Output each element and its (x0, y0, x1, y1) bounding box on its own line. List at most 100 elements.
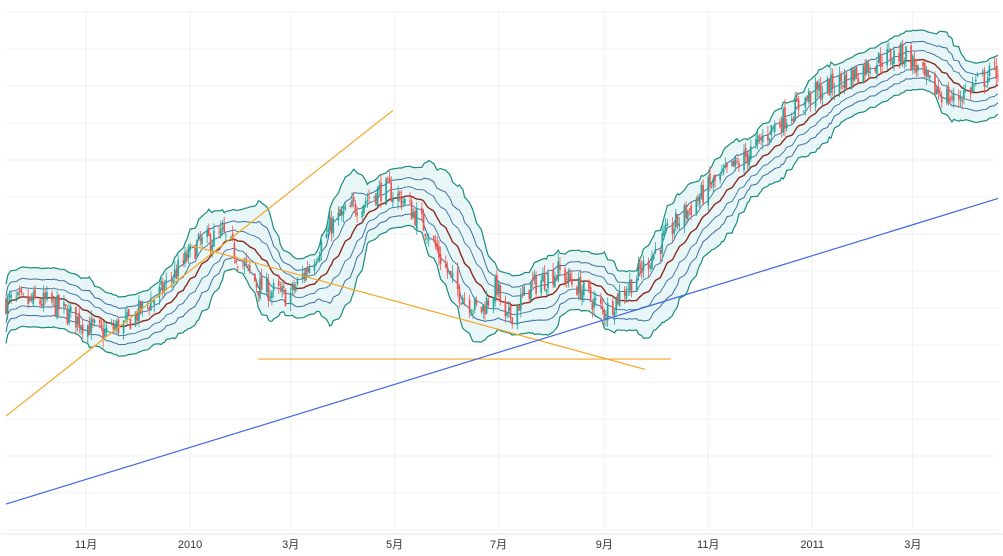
candle-body (521, 292, 524, 295)
candle-body (864, 63, 866, 76)
candle-body (356, 212, 358, 216)
candle-body (838, 74, 841, 94)
candle-body (971, 83, 974, 92)
x-tick-label: 5月 (386, 539, 403, 551)
candle-body (589, 287, 592, 300)
candle-body (456, 270, 459, 289)
candle-body (272, 283, 275, 291)
candle-body (504, 301, 507, 317)
candle-body (170, 279, 173, 281)
candle-body (623, 289, 626, 296)
candle-body (964, 89, 967, 92)
candle-body (792, 117, 795, 122)
candle-body (709, 173, 711, 185)
candle-body (117, 319, 120, 334)
candle-body (900, 43, 902, 63)
candle-body (482, 304, 485, 312)
candle-body (975, 79, 977, 82)
candle-body (959, 98, 962, 101)
candle-body (833, 91, 836, 92)
candle-body (997, 75, 999, 77)
candle-body (293, 284, 295, 291)
candle-body (700, 184, 703, 199)
candle-body (436, 243, 439, 250)
candle-body (743, 151, 745, 171)
candle-body (163, 285, 166, 292)
candle-body (172, 279, 174, 284)
candle-body (473, 298, 476, 311)
candle-body (988, 65, 991, 76)
candle-body (876, 64, 878, 74)
candle-body (559, 264, 561, 271)
candle-body (652, 253, 655, 260)
candle-body (451, 273, 454, 278)
candle-body (98, 319, 101, 324)
candle-body (18, 290, 21, 293)
candle-body (784, 107, 786, 129)
candle-body (778, 124, 781, 127)
candle-body (843, 74, 846, 89)
candle-body (540, 280, 543, 293)
candle-body (528, 289, 531, 299)
candle-body (315, 261, 318, 263)
candle-body (806, 98, 808, 101)
candle-body (698, 197, 701, 205)
trendlines-layer (5, 109, 999, 505)
candle-body (618, 291, 621, 306)
candle-body (750, 146, 752, 159)
candle-body (114, 326, 116, 330)
candle-body (184, 251, 186, 264)
candle-body (579, 276, 582, 300)
candle-body (494, 278, 497, 302)
x-tick-label: 11月 (697, 539, 719, 551)
candle-body (891, 61, 894, 65)
x-tick-label: 2011 (800, 539, 824, 551)
candle-body (499, 285, 502, 303)
candle-body (151, 301, 154, 302)
candle-body (385, 178, 387, 205)
trendline-2[interactable] (189, 244, 646, 370)
candle-body (409, 200, 411, 201)
candle-body (601, 306, 604, 309)
trendline-4[interactable] (5, 197, 999, 505)
candle-body (629, 279, 631, 290)
candle-body (361, 211, 364, 218)
candle-body (506, 312, 508, 316)
candle-body (136, 311, 139, 321)
candle-body (194, 248, 197, 259)
trendline-1[interactable] (5, 109, 394, 417)
x-tick-label: 11月 (75, 539, 97, 551)
candle-body (432, 236, 435, 240)
candle-body (903, 60, 906, 65)
candle-body (555, 275, 558, 277)
candle-body (76, 316, 79, 325)
candle-body (760, 139, 762, 141)
candle-body (306, 268, 309, 272)
candle-body (797, 99, 800, 110)
candle-body (523, 286, 525, 296)
candle-body (802, 110, 805, 112)
candle-body (666, 223, 669, 226)
candle-body (496, 274, 498, 296)
candle-body (235, 260, 237, 263)
candle-body (296, 279, 299, 285)
candle-body (577, 277, 580, 294)
candle-body (915, 64, 918, 73)
candle-body (342, 211, 345, 215)
candle-body (339, 209, 341, 217)
candle-body (373, 196, 375, 198)
candle-body (888, 49, 890, 51)
candle-body (243, 262, 246, 266)
candle-body (468, 299, 471, 313)
candle-body (683, 205, 686, 227)
candle-body (893, 50, 895, 64)
candle-body (34, 289, 36, 299)
candle-body (366, 200, 369, 201)
candle-body (6, 296, 9, 314)
candle-body (313, 263, 316, 271)
candle-body (294, 286, 297, 291)
candle-body (129, 319, 132, 330)
candle-body (951, 96, 953, 99)
candle-body (809, 93, 812, 105)
